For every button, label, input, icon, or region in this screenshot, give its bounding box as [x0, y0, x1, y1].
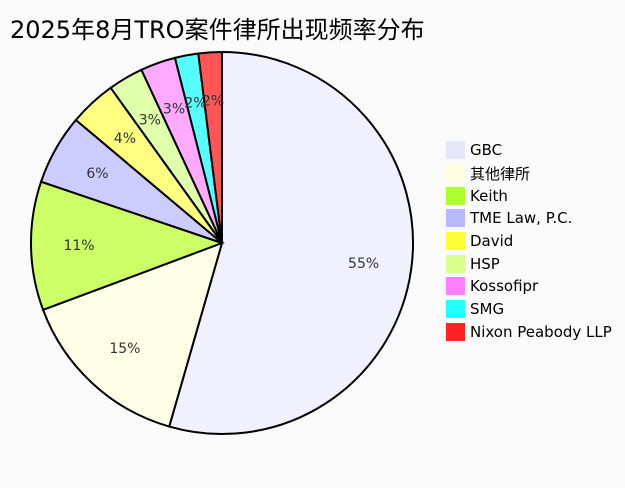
chart-title: 2025年8月TRO案件律所出现频率分布	[10, 16, 425, 44]
slice-label: 11%	[63, 238, 94, 254]
slice-label: 15%	[109, 341, 140, 357]
legend-swatch	[446, 186, 465, 205]
slice-label: 4%	[114, 131, 136, 147]
legend-label: TME Law, P.C.	[470, 209, 573, 228]
legend-swatch	[446, 322, 465, 341]
pie-slice-keith	[30, 180, 225, 312]
legend-item: Kossofipr	[446, 275, 612, 298]
legend-swatch	[446, 209, 465, 228]
legend-swatch	[446, 141, 465, 160]
legend-item: TME Law, P.C.	[446, 207, 612, 230]
legend-item: Nixon Peabody LLP	[446, 321, 612, 344]
legend-item: Keith	[446, 184, 612, 207]
slice-label: 2%	[184, 95, 206, 111]
legend-label: Kossofipr	[470, 277, 539, 296]
slice-label: 3%	[139, 113, 161, 129]
legend-label: GBC	[470, 141, 503, 160]
legend-label: David	[470, 232, 514, 251]
pie-slice-other	[41, 241, 224, 428]
legend-item: 其他律所	[446, 162, 612, 185]
legend-swatch	[446, 300, 465, 319]
slice-label: 6%	[86, 166, 108, 182]
legend: GBC 其他律所 Keith TME Law, P.C. David HSP Kossofi…	[446, 139, 612, 343]
legend-swatch	[446, 164, 465, 183]
slice-label: 3%	[163, 101, 185, 117]
legend-label: SMG	[470, 300, 505, 319]
legend-label: HSP	[470, 254, 500, 273]
slice-label: 2%	[202, 93, 224, 109]
pie-slice-gbc	[167, 50, 414, 435]
legend-swatch	[446, 254, 465, 273]
legend-label: 其他律所	[470, 164, 531, 183]
legend-item: David	[446, 230, 612, 253]
legend-label: Nixon Peabody LLP	[470, 322, 612, 341]
pie-slice-nixon-peabody-llp	[197, 50, 223, 244]
legend-swatch	[446, 277, 465, 296]
legend-item: HSP	[446, 252, 612, 275]
slice-label: 55%	[348, 256, 379, 272]
legend-swatch	[446, 232, 465, 251]
legend-item: SMG	[446, 298, 612, 321]
legend-item: GBC	[446, 139, 612, 162]
legend-label: Keith	[470, 186, 508, 205]
